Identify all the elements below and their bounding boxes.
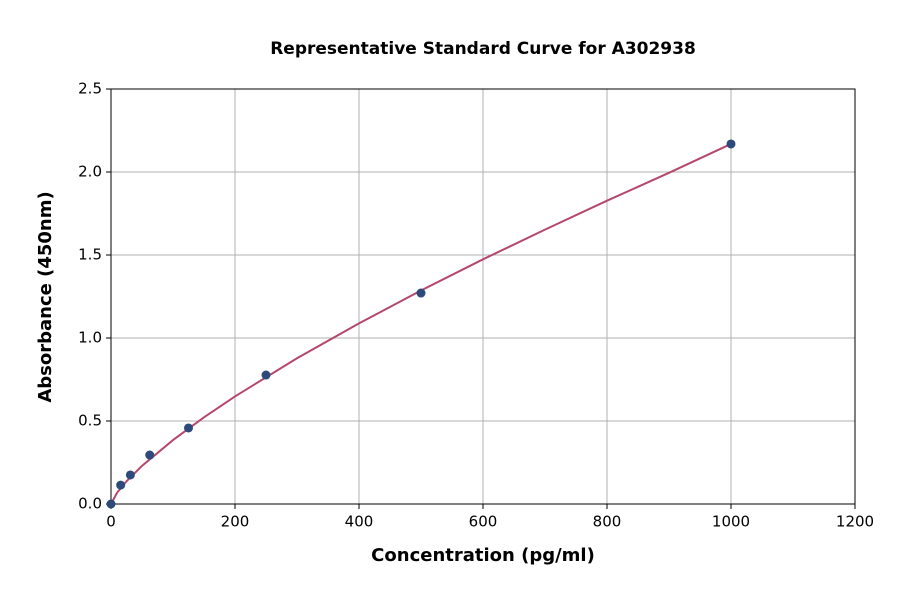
x-tick-label: 600 — [469, 513, 498, 531]
y-tick-label: 1.5 — [78, 246, 102, 264]
x-tick-label: 0 — [106, 513, 116, 531]
y-axis-label: Absorbance (450nm) — [35, 191, 56, 402]
fit-curve — [110, 143, 732, 505]
x-tick-label: 1200 — [836, 513, 874, 531]
x-tick-label: 800 — [593, 513, 622, 531]
x-tick-label: 200 — [221, 513, 250, 531]
x-axis-label: Concentration (pg/ml) — [371, 545, 595, 566]
y-tick-label: 2.0 — [78, 163, 102, 181]
plot-frame — [110, 88, 856, 505]
data-point — [261, 370, 271, 380]
data-point — [106, 499, 116, 509]
y-tick-label: 0.5 — [78, 412, 102, 430]
chart-title: Representative Standard Curve for A30293… — [270, 39, 696, 59]
x-tick-label: 400 — [345, 513, 374, 531]
x-tick-label: 1000 — [712, 513, 750, 531]
data-point — [184, 423, 193, 433]
data-point — [416, 288, 426, 298]
data-point — [145, 450, 155, 460]
y-tick-label: 1.0 — [78, 329, 102, 347]
y-tick-label: 2.5 — [78, 80, 102, 98]
data-point — [116, 480, 126, 490]
data-point — [726, 139, 736, 149]
y-tick-label: 0.0 — [78, 495, 102, 513]
data-point — [125, 470, 135, 480]
